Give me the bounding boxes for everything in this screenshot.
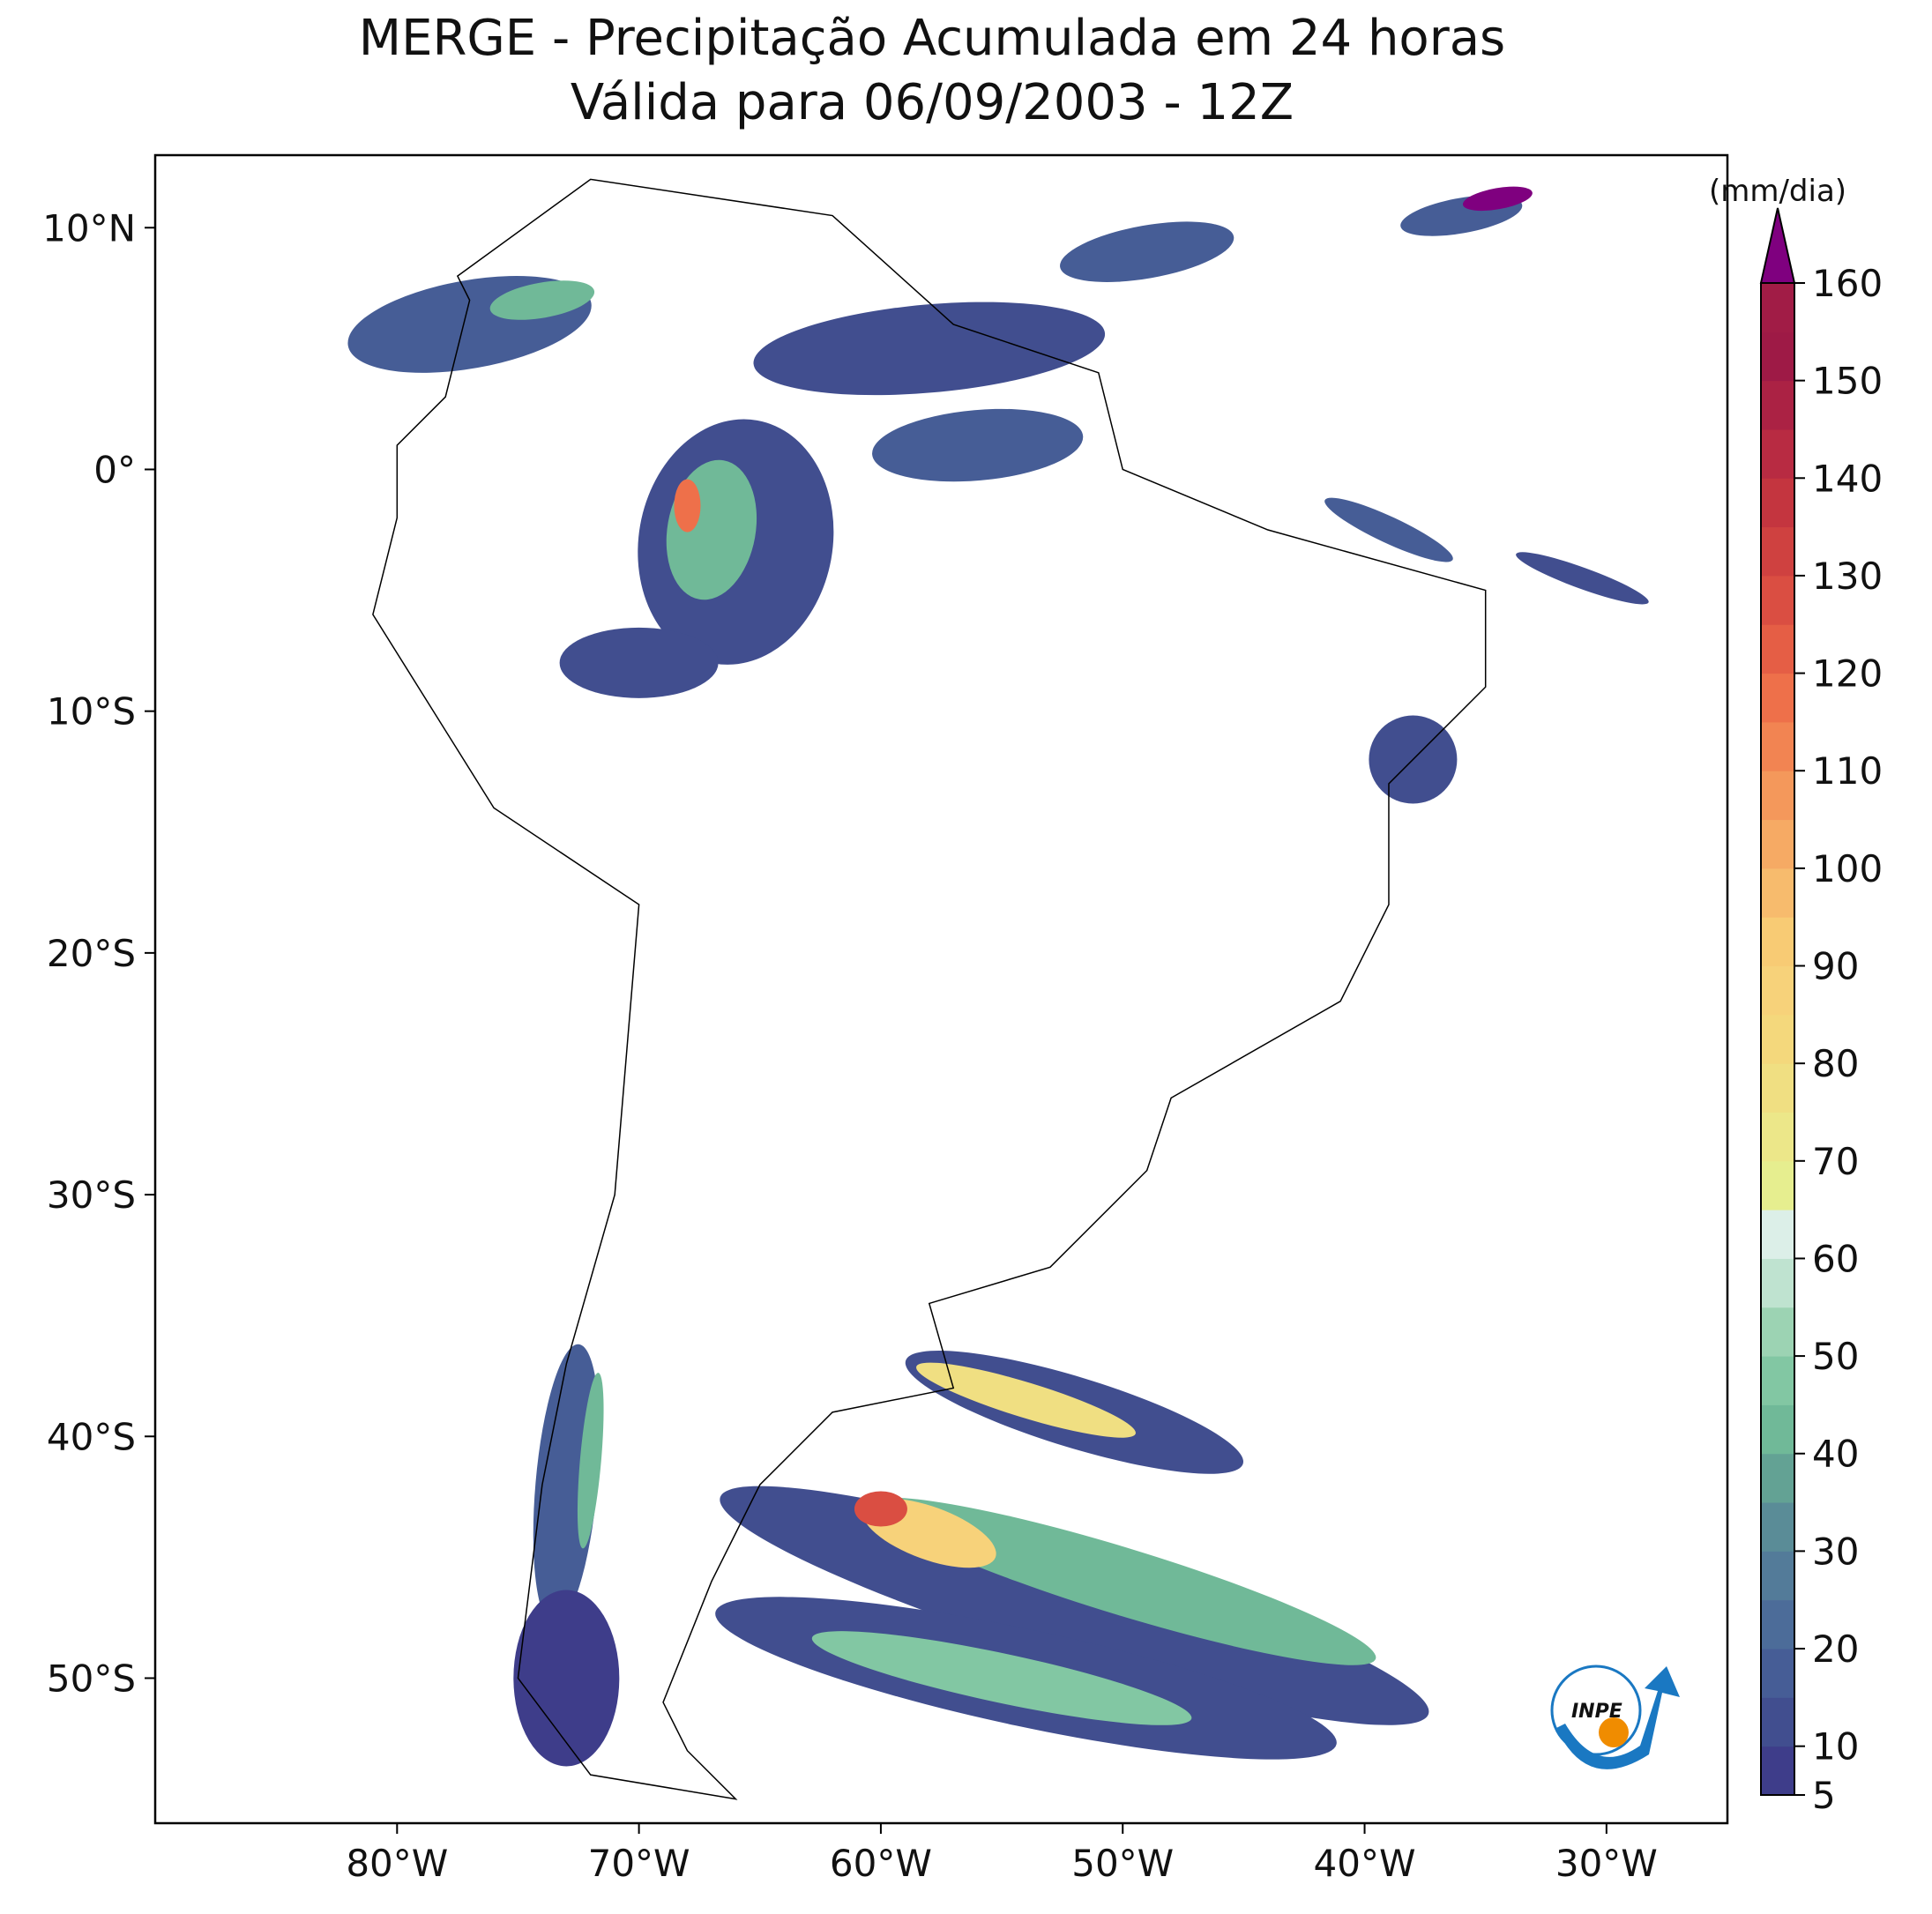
y-tick-label: 10°S [47, 690, 136, 734]
colorbar-tick-label: 120 [1812, 652, 1883, 696]
colorbar-segment [1761, 1551, 1794, 1601]
colorbar-tick-label: 140 [1812, 457, 1883, 500]
colorbar-segment [1761, 868, 1794, 918]
y-tick-label: 40°S [47, 1415, 136, 1458]
colorbar-segment [1761, 917, 1794, 967]
rain-area [872, 408, 1084, 482]
colorbar-tick-label: 30 [1812, 1530, 1859, 1573]
y-tick-label: 20°S [47, 932, 136, 975]
colorbar-unit: (mm/dia) [1709, 174, 1846, 209]
colorbar-segment [1761, 1404, 1794, 1455]
colorbar-segment [1761, 673, 1794, 723]
colorbar-tick-label: 10 [1812, 1725, 1859, 1769]
colorbar-segment [1761, 1746, 1794, 1796]
x-tick-label: 40°W [1314, 1842, 1416, 1885]
title: MERGE - Precipitação Acumulada em 24 hor… [359, 10, 1505, 67]
inpe-logo: INPE [1550, 1665, 1680, 1769]
x-tick-label: 50°W [1071, 1842, 1174, 1885]
y-tick-label: 10°N [42, 206, 136, 249]
colorbar-segment [1761, 819, 1794, 869]
colorbar-segment [1761, 1063, 1794, 1113]
colorbar-tick-label: 100 [1812, 847, 1883, 890]
colorbar-segment [1761, 1453, 1794, 1503]
x-tick-label: 80°W [346, 1842, 448, 1885]
colorbar-tick-label: 70 [1812, 1140, 1859, 1183]
colorbar-segment [1761, 965, 1794, 1016]
colorbar-segment [1761, 1649, 1794, 1698]
colorbar-tick-label: 150 [1812, 360, 1883, 403]
logo-dot [1599, 1717, 1629, 1747]
colorbar-segment [1761, 721, 1794, 771]
rain-area [489, 280, 595, 320]
rain-area [1060, 221, 1235, 282]
colorbar-tick-label: 40 [1812, 1433, 1859, 1476]
colorbar-segment [1761, 1210, 1794, 1259]
rain-area [347, 276, 592, 373]
colorbar-tick-label: 160 [1812, 262, 1883, 305]
rain-area [577, 1373, 604, 1549]
rain-area [674, 479, 701, 532]
colorbar-extend [1759, 207, 1796, 284]
coastline-path [372, 178, 1487, 1800]
y-tick-label: 0° [93, 448, 136, 491]
logo-arrow [1556, 1666, 1680, 1769]
colorbar-tick-label: 60 [1812, 1237, 1859, 1280]
logo-text: INPE [1571, 1701, 1622, 1723]
colorbar-tick-label: 130 [1812, 555, 1883, 598]
y-tick-label: 30°S [47, 1173, 136, 1217]
rain-area [1324, 497, 1453, 562]
rain-area [869, 1497, 1376, 1665]
colorbar-segment [1761, 1160, 1794, 1210]
rain-area [916, 1362, 1136, 1438]
rain-area [753, 302, 1106, 396]
colorbar-segment [1761, 1599, 1794, 1650]
colorbar-segment [1761, 380, 1794, 430]
colorbar-segment [1761, 624, 1794, 674]
colorbar-segment [1761, 1307, 1794, 1357]
colorbar-tick-label: 20 [1812, 1627, 1859, 1671]
colorbar-segment [1761, 1356, 1794, 1405]
x-tick-label: 60°W [830, 1842, 932, 1885]
colorbar-segment [1761, 1258, 1794, 1308]
colorbar-segment [1761, 283, 1794, 332]
subtitle: Válida para 06/09/2003 - 12Z [571, 74, 1294, 131]
colorbar-segment [1761, 1502, 1794, 1552]
colorbar-tick-label: 5 [1812, 1774, 1836, 1817]
colorbar-segment [1761, 526, 1794, 577]
rain-area [854, 1491, 907, 1527]
rain-area [513, 1590, 620, 1767]
x-tick-label: 70°W [588, 1842, 690, 1885]
y-tick-label: 50°S [47, 1657, 136, 1700]
rain-area [533, 1344, 600, 1626]
colorbar-tick-label: 80 [1812, 1042, 1859, 1085]
colorbar-segment [1761, 478, 1794, 528]
colorbar-tick-label: 50 [1812, 1335, 1859, 1378]
colorbar-segment [1761, 1697, 1794, 1747]
colorbar-segment [1761, 771, 1794, 821]
colorbar-segment [1761, 1014, 1794, 1064]
rain-area [559, 627, 719, 698]
map-frame [153, 153, 1729, 1825]
colorbar-segment [1761, 575, 1794, 625]
rain-area [1462, 186, 1533, 212]
precipitation-field [347, 186, 1649, 1767]
rain-area [1516, 552, 1649, 605]
colorbar-tick-label: 90 [1812, 945, 1859, 988]
colorbar-segment [1761, 331, 1794, 382]
colorbar-segment [1761, 1112, 1794, 1162]
colorbar-segment [1761, 428, 1794, 479]
colorbar-frame [1760, 282, 1795, 1796]
rain-area [811, 1631, 1192, 1725]
x-tick-label: 30°W [1555, 1842, 1658, 1885]
coastline [372, 178, 1487, 1800]
colorbar-tick-label: 110 [1812, 749, 1883, 793]
